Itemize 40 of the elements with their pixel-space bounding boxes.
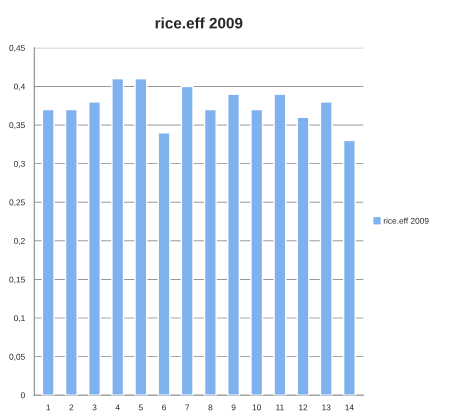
x-tick-label: 7 bbox=[185, 404, 190, 410]
x-tick-label: 11 bbox=[276, 404, 284, 410]
bar bbox=[250, 108, 264, 396]
y-tick-label: 0,2 bbox=[14, 238, 25, 245]
y-tick-label: 0,4 bbox=[14, 84, 26, 91]
x-tick-label: 4 bbox=[116, 404, 120, 410]
legend-label: rice.eff 2009 bbox=[384, 218, 429, 224]
y-tick-label: 0,3 bbox=[14, 160, 25, 168]
y-tick-label: 0,1 bbox=[14, 315, 25, 322]
x-tick-label: 12 bbox=[299, 404, 308, 410]
x-tick-label: 10 bbox=[252, 404, 262, 410]
x-tick-label: 9 bbox=[232, 404, 236, 410]
x-tick-label: 13 bbox=[322, 404, 331, 410]
chart-title: rice.eff 2009 bbox=[156, 17, 242, 29]
x-tick-label: 6 bbox=[162, 404, 166, 410]
bar bbox=[64, 108, 78, 396]
bar bbox=[296, 116, 310, 396]
x-tick-label: 3 bbox=[92, 404, 96, 410]
x-tick-label: 1 bbox=[46, 404, 50, 410]
x-tick-label: 2 bbox=[69, 404, 74, 410]
y-tick-label: 0,15 bbox=[9, 276, 25, 284]
bar bbox=[204, 108, 217, 396]
y-tick-label: 0,45 bbox=[9, 45, 25, 52]
y-tick-label: 0,25 bbox=[9, 199, 25, 206]
x-tick-label: 14 bbox=[345, 404, 354, 410]
x-tick-label: 8 bbox=[208, 404, 212, 410]
bar bbox=[342, 140, 356, 396]
bar bbox=[88, 101, 102, 396]
bar bbox=[158, 132, 171, 396]
bar bbox=[273, 93, 286, 396]
bar bbox=[111, 78, 124, 396]
y-tick-label: 0 bbox=[20, 392, 25, 398]
bar bbox=[180, 86, 194, 396]
bar bbox=[320, 101, 333, 396]
bar bbox=[227, 93, 240, 396]
bar bbox=[134, 78, 148, 396]
y-tick-label: 0,35 bbox=[9, 122, 25, 130]
bar bbox=[42, 108, 55, 396]
x-tick-label: 5 bbox=[138, 404, 143, 410]
y-tick-label: 0,05 bbox=[9, 354, 25, 361]
